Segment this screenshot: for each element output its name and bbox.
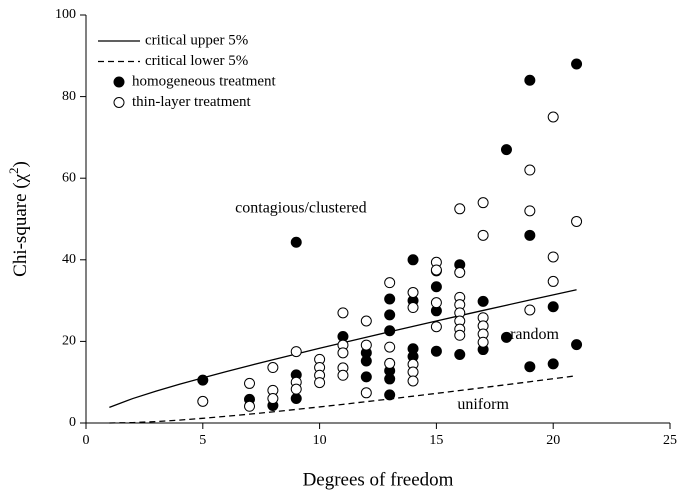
scatter-point	[337, 347, 349, 359]
scatter-point	[337, 307, 349, 319]
scatter-point	[407, 286, 419, 298]
y-tick-label: 60	[62, 170, 76, 185]
scatter-point	[407, 254, 419, 266]
y-tick-label: 80	[62, 89, 76, 104]
scatter-point	[430, 321, 442, 333]
scatter-point	[384, 373, 396, 385]
scatter-point	[500, 331, 512, 343]
y-tick-label: 40	[62, 252, 76, 267]
annotation: uniform	[457, 396, 509, 413]
y-label-end: )	[10, 161, 31, 167]
scatter-point	[547, 251, 559, 263]
scatter-point	[524, 205, 536, 217]
scatter-point	[524, 74, 536, 86]
scatter-point	[547, 301, 559, 313]
annotation: random	[510, 326, 559, 343]
scatter-point	[477, 197, 489, 209]
scatter-point	[384, 357, 396, 369]
scatter-point	[384, 293, 396, 305]
y-tick-label: 0	[69, 415, 76, 430]
scatter-point	[267, 393, 279, 405]
scatter-point	[244, 377, 256, 389]
scatter-point	[547, 358, 559, 370]
scatter-point	[524, 229, 536, 241]
scatter-point	[571, 339, 583, 351]
scatter-point	[384, 389, 396, 401]
scatter-point	[477, 229, 489, 241]
annotation: contagious/clustered	[235, 199, 367, 216]
scatter-point	[547, 275, 559, 287]
scatter-point	[290, 383, 302, 395]
scatter-point	[290, 393, 302, 405]
scatter-point	[524, 304, 536, 316]
scatter-point	[314, 377, 326, 389]
scatter-point	[360, 355, 372, 367]
scatter-point	[337, 369, 349, 381]
scatter-point	[500, 144, 512, 156]
scatter-point	[360, 387, 372, 399]
scatter-point	[360, 315, 372, 327]
scatter-point	[430, 345, 442, 357]
legend-label: critical upper 5%	[145, 32, 248, 48]
x-tick-label: 10	[313, 433, 327, 448]
legend-label: homogeneous treatment	[132, 73, 277, 89]
x-axis-label: Degrees of freedom	[303, 469, 454, 490]
scatter-point	[454, 266, 466, 278]
y-label-sup: 2	[6, 167, 21, 174]
scatter-point	[290, 236, 302, 248]
scatter-point	[430, 264, 442, 276]
y-tick-label: 20	[62, 334, 76, 349]
scatter-point	[360, 371, 372, 383]
scatter-point	[197, 374, 209, 386]
x-tick-label: 20	[546, 433, 560, 448]
scatter-point	[384, 341, 396, 353]
scatter-point	[454, 348, 466, 360]
x-tick-label: 0	[83, 433, 90, 448]
scatter-point	[547, 111, 559, 123]
scatter-point	[384, 325, 396, 337]
scatter-point	[290, 346, 302, 358]
scatter-point	[524, 361, 536, 373]
y-axis-label: Chi-square (χ2)	[6, 161, 31, 277]
scatter-point	[477, 295, 489, 307]
scatter-point	[430, 297, 442, 309]
scatter-point	[524, 164, 536, 176]
scatter-point	[407, 302, 419, 314]
x-tick-label: 5	[199, 433, 206, 448]
scatter-point	[454, 329, 466, 341]
scatter-point	[454, 203, 466, 215]
scatter-point	[571, 215, 583, 227]
legend-label: critical lower 5%	[145, 53, 248, 69]
scatter-point	[384, 309, 396, 321]
legend-marker	[113, 76, 125, 88]
scatter-point	[197, 395, 209, 407]
scatter-point	[244, 400, 256, 412]
y-tick-label: 100	[55, 7, 76, 22]
scatter-point	[360, 339, 372, 351]
legend-label: thin-layer treatment	[132, 94, 252, 110]
x-tick-label: 25	[663, 433, 677, 448]
scatter-point	[571, 58, 583, 70]
legend-marker	[113, 97, 125, 108]
x-tick-label: 15	[429, 433, 443, 448]
scatter-point	[384, 277, 396, 289]
line-series	[109, 375, 577, 424]
scatter-point	[430, 281, 442, 293]
scatter-point	[267, 362, 279, 374]
scatter-point	[477, 336, 489, 348]
y-label-text: Chi-square (χ	[10, 173, 31, 276]
scatter-point	[407, 375, 419, 387]
